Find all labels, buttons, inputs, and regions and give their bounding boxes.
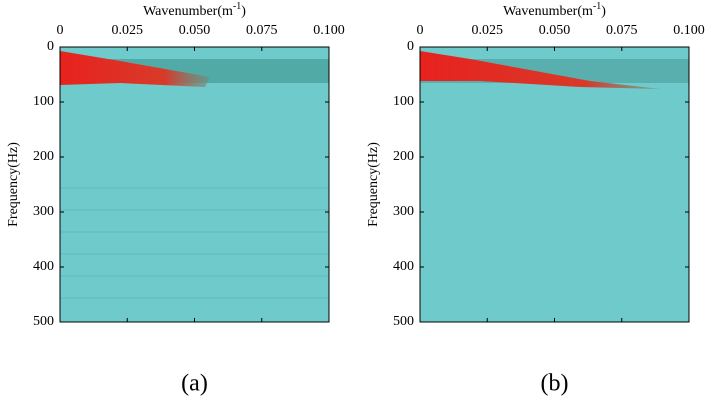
panel: 0 0.025 0.050 0.075 0.100 0 100 200 300 400 500 Wav… — [6, 1, 345, 396]
x-axis-label: Wavenumber(m-1) — [143, 1, 246, 19]
noise-stripe — [60, 253, 329, 255]
y-tick-label: 100 — [393, 94, 414, 109]
y-tick-label: 200 — [393, 149, 414, 164]
noise-stripe — [60, 275, 329, 277]
x-axis-label-exponent: -1 — [593, 1, 601, 12]
heatmap-energy — [420, 51, 660, 89]
x-axis-label-exponent: -1 — [233, 1, 241, 12]
y-tick-label: 500 — [33, 314, 54, 329]
noise-stripe — [60, 187, 329, 189]
x-tick-label: 0.100 — [673, 23, 705, 38]
heatmap-background — [420, 47, 689, 322]
panel: 0 0.025 0.050 0.075 0.100 0 100 200 300 400 500 Wav… — [366, 1, 705, 396]
y-tick-label: 300 — [33, 204, 54, 219]
noise-stripe — [60, 209, 329, 211]
y-tick-label: 100 — [33, 94, 54, 109]
y-tick-label: 500 — [393, 314, 414, 329]
x-axis-label-close: ) — [241, 4, 246, 19]
noise-stripe — [60, 297, 329, 299]
heatmap-energy — [60, 51, 210, 87]
x-tick-label: 0.050 — [179, 23, 211, 38]
x-tick-label: 0.050 — [539, 23, 571, 38]
x-tick-label: 0.075 — [246, 23, 278, 38]
y-tick-label: 400 — [33, 259, 54, 274]
x-tick-label: 0.100 — [313, 23, 345, 38]
y-tick-label: 0 — [407, 39, 414, 54]
x-axis-label-text: Wavenumber(m — [503, 4, 593, 19]
x-tick-label: 0.075 — [606, 23, 638, 38]
noise-stripe — [60, 231, 329, 233]
y-tick-label: 200 — [33, 149, 54, 164]
x-axis-label: Wavenumber(m-1) — [503, 1, 606, 19]
y-tick-label: 0 — [47, 39, 54, 54]
x-tick-label: 0 — [57, 23, 64, 38]
y-tick-label: 300 — [393, 204, 414, 219]
x-tick-label: 0.025 — [112, 23, 144, 38]
y-axis-label: Frequency(Hz) — [366, 142, 381, 227]
caption: (a) — [181, 371, 208, 397]
x-tick-label: 0 — [417, 23, 424, 38]
x-tick-label: 0.025 — [472, 23, 504, 38]
heatmap-background — [60, 47, 329, 322]
x-axis-label-close: ) — [601, 4, 606, 19]
x-axis-label-text: Wavenumber(m — [143, 4, 233, 19]
y-tick-label: 400 — [393, 259, 414, 274]
y-axis-label: Frequency(Hz) — [6, 142, 21, 227]
caption: (b) — [541, 371, 569, 397]
